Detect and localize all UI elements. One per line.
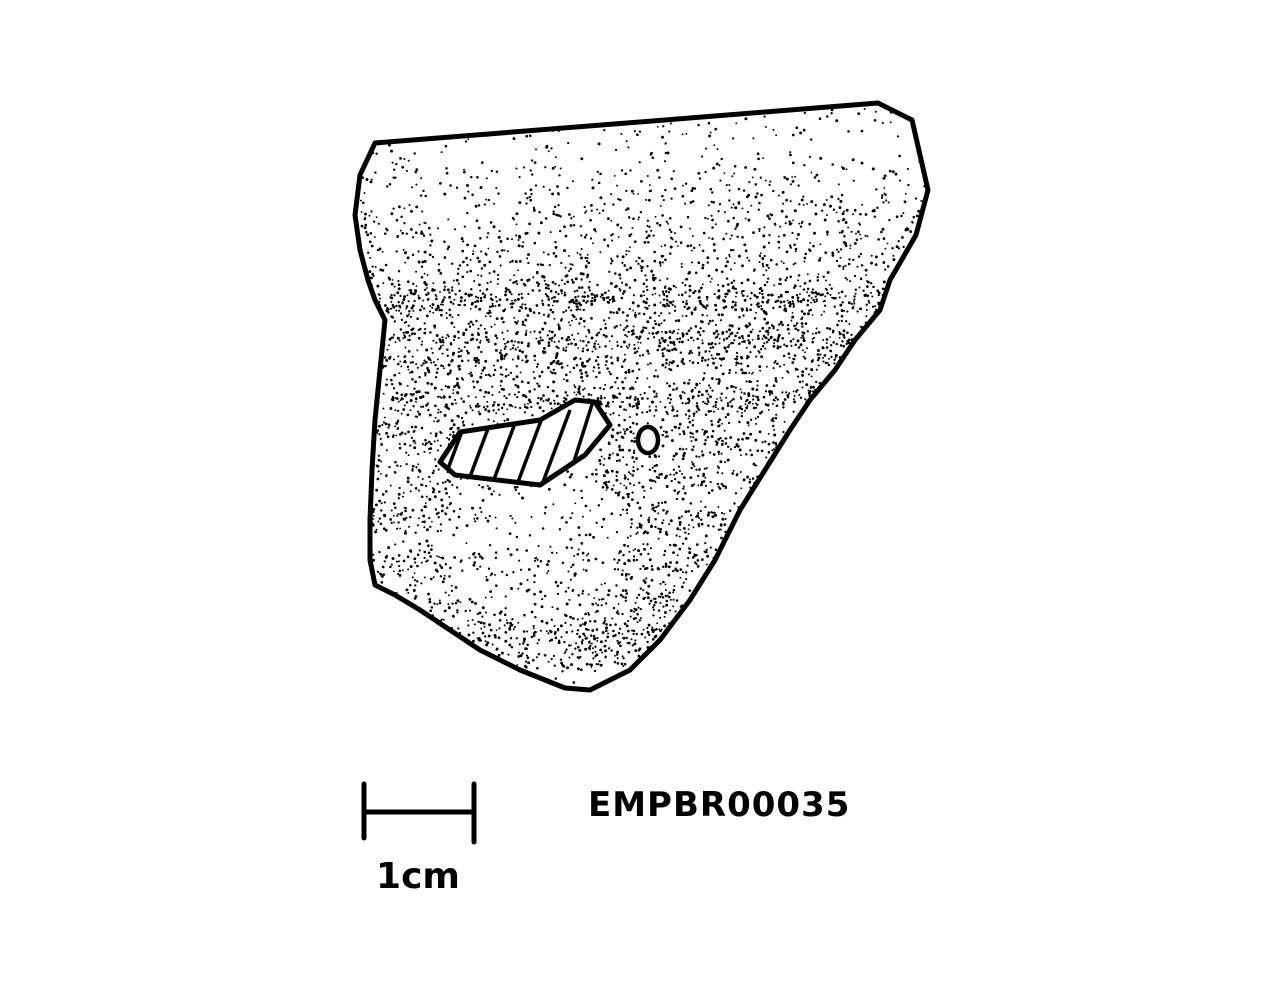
scale-bar-label: 1cm <box>376 856 460 897</box>
scale-bar <box>361 781 477 845</box>
sherd-outline <box>352 100 931 693</box>
specimen-id: EMPBR00035 <box>588 785 850 825</box>
hatched-chip <box>437 397 613 488</box>
stipple-shading <box>355 103 928 690</box>
inclusion-mark <box>635 424 661 456</box>
